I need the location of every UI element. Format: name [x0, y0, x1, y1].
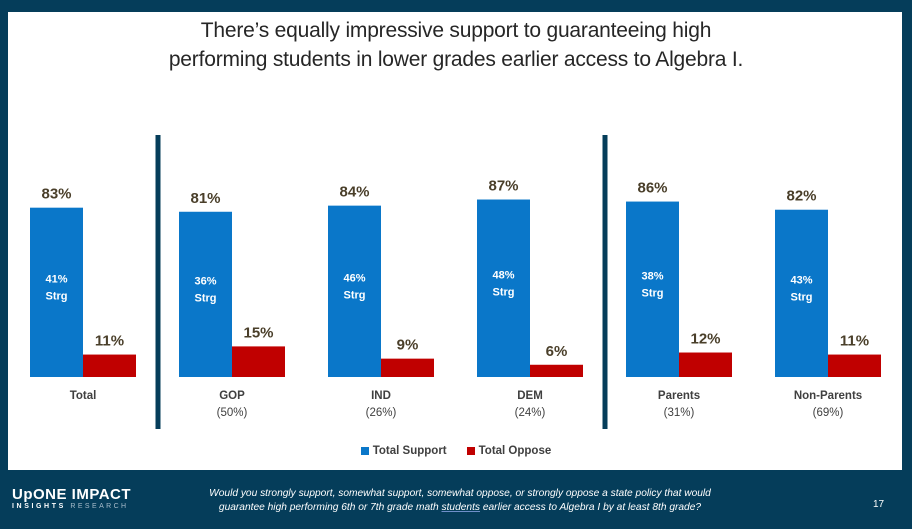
oppose-bar: [83, 354, 136, 377]
bar-chart: 83% 11% 41% Strg Total 81% 15% 36% Strg GOP (50%) 8…: [30, 135, 881, 429]
strong-support-suffix: Strg: [46, 290, 68, 302]
legend-item-oppose: Total Oppose: [466, 445, 552, 457]
group-separator: [602, 135, 608, 429]
oppose-value-label: 15%: [243, 324, 273, 341]
support-value-label: 84%: [339, 184, 369, 201]
strong-support-value: 48%: [492, 269, 514, 281]
category-sublabel: (31%): [664, 407, 695, 419]
oppose-bar: [232, 346, 285, 377]
company-logo: UpONE IMPACT INSIGHTS RESEARCH: [12, 487, 131, 511]
category-sublabel: (24%): [515, 407, 546, 419]
legend-label-oppose: Total Oppose: [478, 445, 552, 457]
support-value-label: 81%: [190, 190, 220, 207]
category-label: DEM: [517, 390, 543, 402]
question-part-2a: guarantee high performing 6th or 7th gra…: [218, 502, 442, 513]
strong-support-value: 41%: [45, 273, 67, 285]
strong-support-value: 38%: [641, 270, 663, 282]
legend-swatch-support: [360, 447, 369, 455]
question-underlined-word: students: [441, 502, 481, 513]
support-bar: [626, 201, 679, 377]
logo-research: RESEARCH: [70, 503, 129, 510]
strong-support-suffix: Strg: [195, 292, 217, 304]
legend-swatch-oppose: [466, 447, 475, 455]
title-line-1: There’s equally impressive support to gu…: [200, 19, 712, 42]
category-sublabel: (69%): [813, 407, 844, 419]
logo-impact: IMPACT: [71, 486, 132, 503]
logo-insights: INSIGHTS: [12, 503, 66, 510]
support-bar: [477, 199, 530, 377]
category-label: Total: [70, 390, 97, 402]
category-label: Parents: [658, 390, 700, 402]
strong-support-value: 46%: [343, 272, 365, 284]
support-bar: [328, 205, 381, 377]
strong-support-suffix: Strg: [791, 291, 813, 303]
question-part-2b: earlier access to Algebra I by at least …: [480, 502, 702, 513]
strong-support-suffix: Strg: [493, 286, 515, 298]
category-label: IND: [371, 390, 391, 402]
support-bar: [30, 207, 83, 377]
oppose-value-label: 11%: [840, 333, 869, 350]
support-bar: [179, 211, 232, 377]
support-value-label: 83%: [41, 186, 71, 203]
support-bar: [775, 209, 828, 377]
category-sublabel: (26%): [366, 407, 397, 419]
support-value-label: 82%: [786, 188, 816, 205]
page-number: 17: [873, 499, 885, 510]
logo-upone: UpONE: [12, 486, 67, 503]
category-label: GOP: [219, 390, 245, 402]
oppose-value-label: 6%: [546, 343, 568, 360]
legend-item-support: Total Support: [360, 445, 447, 457]
support-value-label: 86%: [637, 180, 667, 197]
oppose-bar: [679, 352, 732, 377]
oppose-bar: [381, 358, 434, 377]
strong-support-value: 36%: [194, 275, 216, 287]
oppose-value-label: 9%: [397, 337, 419, 354]
support-value-label: 87%: [488, 178, 518, 195]
question-part-1: Would you strongly support, somewhat sup…: [209, 488, 711, 499]
oppose-bar: [530, 364, 583, 377]
strong-support-suffix: Strg: [344, 289, 366, 301]
oppose-value-label: 12%: [690, 331, 720, 348]
group-separator: [155, 135, 161, 429]
chart-legend: Total Support Total Oppose: [0, 445, 912, 457]
survey-question: Would you strongly support, somewhat sup…: [180, 487, 740, 515]
oppose-bar: [828, 354, 881, 377]
title-line-2: performing students in lower grades earl…: [168, 48, 744, 71]
legend-label-support: Total Support: [372, 445, 447, 457]
category-label: Non-Parents: [794, 390, 862, 402]
slide-title: There’s equally impressive support to gu…: [0, 16, 912, 74]
category-sublabel: (50%): [217, 407, 248, 419]
strong-support-suffix: Strg: [642, 287, 664, 299]
oppose-value-label: 11%: [95, 333, 124, 350]
strong-support-value: 43%: [790, 274, 812, 286]
